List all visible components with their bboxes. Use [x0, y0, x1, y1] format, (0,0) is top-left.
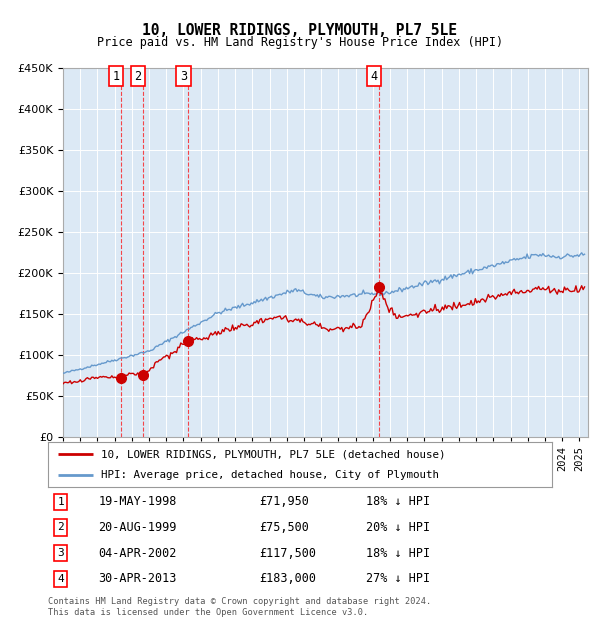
Text: HPI: Average price, detached house, City of Plymouth: HPI: Average price, detached house, City… [101, 469, 439, 480]
Text: 10, LOWER RIDINGS, PLYMOUTH, PL7 5LE: 10, LOWER RIDINGS, PLYMOUTH, PL7 5LE [143, 23, 458, 38]
Text: £71,950: £71,950 [260, 495, 310, 508]
Text: 3: 3 [180, 70, 187, 83]
Text: £75,500: £75,500 [260, 521, 310, 534]
Text: 3: 3 [57, 548, 64, 558]
Text: 20% ↓ HPI: 20% ↓ HPI [365, 521, 430, 534]
Text: Price paid vs. HM Land Registry's House Price Index (HPI): Price paid vs. HM Land Registry's House … [97, 36, 503, 49]
Text: 04-APR-2002: 04-APR-2002 [98, 547, 177, 560]
Text: 30-APR-2013: 30-APR-2013 [98, 572, 177, 585]
Text: 18% ↓ HPI: 18% ↓ HPI [365, 547, 430, 560]
Text: Contains HM Land Registry data © Crown copyright and database right 2024.
This d: Contains HM Land Registry data © Crown c… [48, 598, 431, 617]
Text: 19-MAY-1998: 19-MAY-1998 [98, 495, 177, 508]
Text: 2: 2 [134, 70, 142, 83]
Text: 1: 1 [57, 497, 64, 507]
Text: 1: 1 [113, 70, 120, 83]
Text: 10, LOWER RIDINGS, PLYMOUTH, PL7 5LE (detached house): 10, LOWER RIDINGS, PLYMOUTH, PL7 5LE (de… [101, 449, 445, 459]
Text: 2: 2 [57, 523, 64, 533]
Text: 4: 4 [57, 574, 64, 583]
Text: 20-AUG-1999: 20-AUG-1999 [98, 521, 177, 534]
Text: £117,500: £117,500 [260, 547, 317, 560]
Text: 18% ↓ HPI: 18% ↓ HPI [365, 495, 430, 508]
Text: 27% ↓ HPI: 27% ↓ HPI [365, 572, 430, 585]
Text: 4: 4 [371, 70, 378, 83]
Text: £183,000: £183,000 [260, 572, 317, 585]
